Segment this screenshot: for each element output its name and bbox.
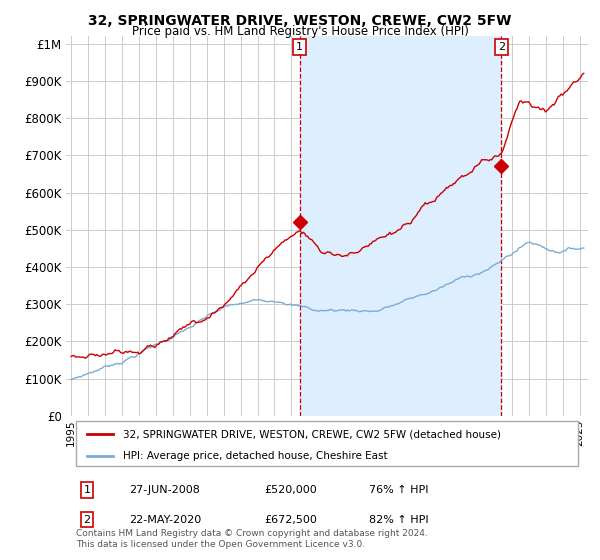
Text: Price paid vs. HM Land Registry's House Price Index (HPI): Price paid vs. HM Land Registry's House … — [131, 25, 469, 38]
Text: 27-JUN-2008: 27-JUN-2008 — [128, 485, 200, 495]
Text: 82% ↑ HPI: 82% ↑ HPI — [369, 515, 428, 525]
Text: 1: 1 — [296, 42, 303, 52]
Bar — [300, 36, 501, 416]
Text: 2: 2 — [83, 515, 91, 525]
Text: 76% ↑ HPI: 76% ↑ HPI — [369, 485, 428, 495]
Text: 32, SPRINGWATER DRIVE, WESTON, CREWE, CW2 5FW: 32, SPRINGWATER DRIVE, WESTON, CREWE, CW… — [88, 14, 512, 28]
Text: 1: 1 — [83, 485, 91, 495]
Text: £672,500: £672,500 — [265, 515, 317, 525]
Text: HPI: Average price, detached house, Cheshire East: HPI: Average price, detached house, Ches… — [124, 451, 388, 461]
Text: 2: 2 — [497, 42, 505, 52]
Text: Contains HM Land Registry data © Crown copyright and database right 2024.
This d: Contains HM Land Registry data © Crown c… — [76, 529, 428, 549]
Text: £520,000: £520,000 — [265, 485, 317, 495]
FancyBboxPatch shape — [76, 421, 578, 466]
Text: 22-MAY-2020: 22-MAY-2020 — [128, 515, 201, 525]
Text: 32, SPRINGWATER DRIVE, WESTON, CREWE, CW2 5FW (detached house): 32, SPRINGWATER DRIVE, WESTON, CREWE, CW… — [124, 430, 502, 440]
